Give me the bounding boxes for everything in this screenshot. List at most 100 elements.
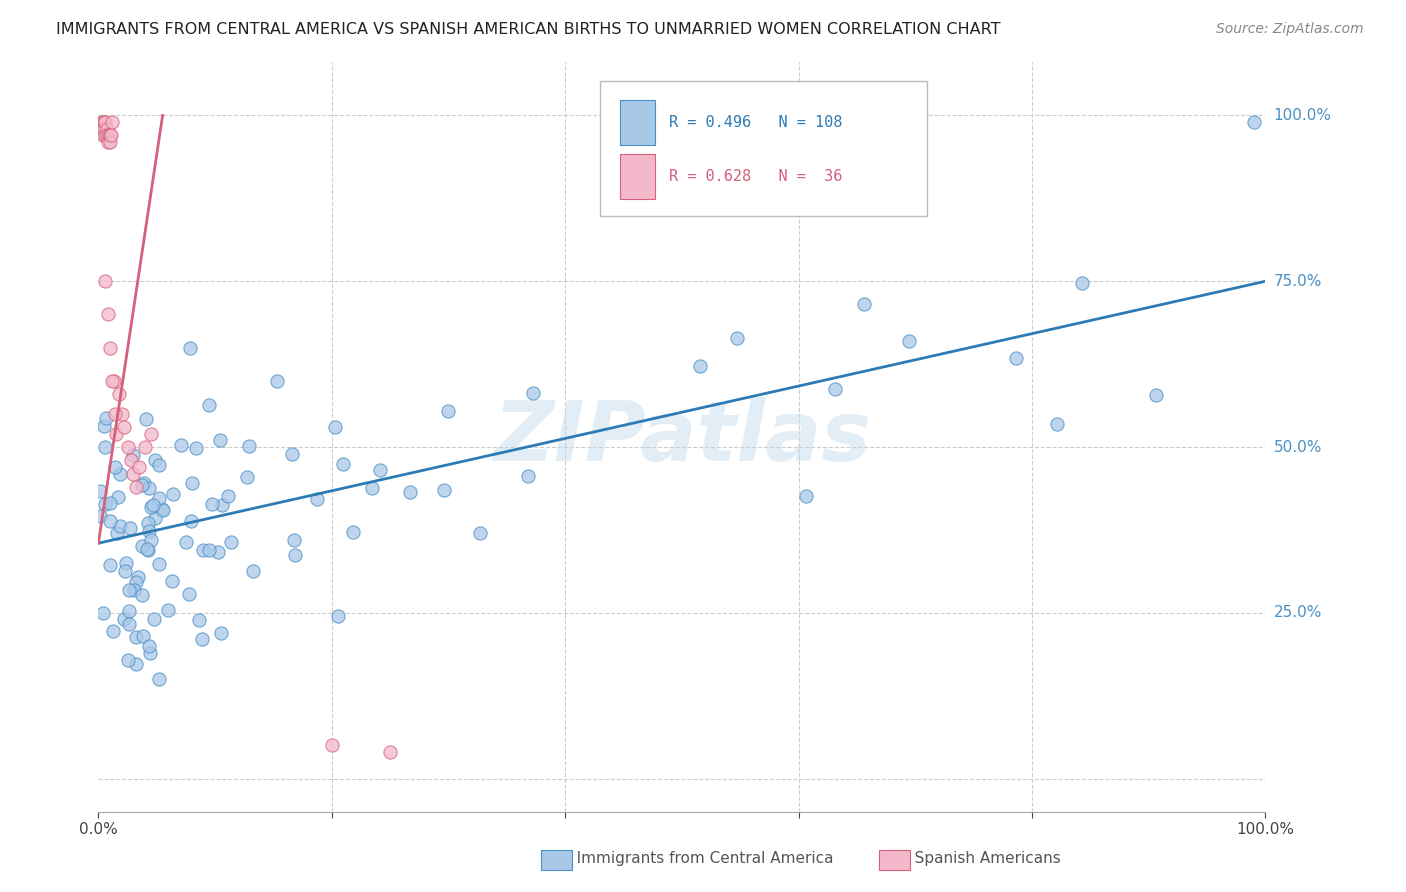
Point [380, 745, 402, 759]
Point [96, 411, 118, 425]
Point [97, 135, 120, 149]
Text: R = 0.628   N =  36: R = 0.628 N = 36 [669, 169, 842, 184]
Point [207, 544, 229, 558]
Point [91, 121, 114, 136]
Point [725, 330, 748, 344]
Point [142, 612, 165, 626]
Point [148, 491, 170, 505]
Point [112, 612, 135, 626]
Point [118, 604, 141, 618]
Point [470, 525, 492, 540]
Point [266, 374, 288, 388]
Point [117, 440, 139, 454]
Point [98, 341, 121, 355]
Point [433, 483, 456, 497]
Point [104, 407, 127, 421]
Point [96, 128, 118, 143]
Point [96, 121, 118, 136]
Point [131, 588, 153, 602]
Point [143, 511, 166, 525]
Point [121, 448, 143, 462]
Point [138, 481, 160, 495]
Point [689, 359, 711, 373]
Point [108, 467, 131, 482]
Point [91, 128, 114, 143]
Point [103, 374, 125, 388]
Point [236, 470, 259, 484]
Point [138, 524, 160, 538]
Point [307, 492, 329, 507]
Point [101, 374, 124, 388]
Point [325, 419, 347, 434]
Point [217, 489, 239, 503]
Point [191, 632, 214, 646]
Point [120, 521, 142, 535]
Point [108, 387, 131, 401]
Text: Immigrants from Central America: Immigrants from Central America [562, 851, 834, 865]
Point [93, 121, 115, 136]
Point [91, 606, 114, 620]
Point [98, 135, 121, 149]
Point [179, 341, 201, 355]
Point [897, 334, 920, 349]
Point [181, 476, 204, 491]
Point [111, 407, 134, 421]
Point [91, 115, 114, 129]
Point [89, 483, 111, 498]
Point [150, 502, 173, 516]
Point [281, 446, 304, 460]
Point [152, 503, 174, 517]
Point [107, 490, 129, 504]
Point [332, 457, 354, 471]
Point [211, 625, 233, 640]
Point [139, 533, 162, 548]
Point [104, 426, 127, 441]
Point [201, 497, 224, 511]
Point [852, 297, 875, 311]
Point [321, 739, 343, 753]
Point [94, 128, 117, 143]
Point [143, 453, 166, 467]
Point [90, 115, 112, 129]
Point [98, 128, 121, 143]
Point [1070, 276, 1092, 290]
Text: Spanish Americans: Spanish Americans [900, 851, 1060, 865]
Point [198, 543, 221, 558]
Point [211, 498, 233, 512]
Point [93, 497, 115, 511]
Point [125, 480, 148, 494]
Point [132, 629, 155, 643]
Point [114, 565, 136, 579]
Point [198, 398, 221, 412]
Point [242, 564, 264, 578]
Point [93, 419, 115, 434]
Point [156, 603, 179, 617]
Point [100, 514, 122, 528]
Point [136, 516, 159, 531]
Point [128, 459, 150, 474]
Text: 50.0%: 50.0% [1274, 440, 1322, 455]
Point [370, 463, 392, 477]
Point [1144, 388, 1167, 402]
Point [132, 475, 155, 490]
Point [97, 307, 120, 321]
Point [180, 514, 202, 528]
Point [342, 525, 364, 540]
Point [516, 469, 538, 483]
Text: 75.0%: 75.0% [1274, 274, 1322, 289]
Point [326, 609, 349, 624]
Point [238, 439, 260, 453]
Point [283, 533, 305, 548]
Point [139, 646, 162, 660]
Point [148, 458, 170, 472]
Point [120, 453, 142, 467]
Bar [620, 153, 655, 199]
Point [436, 404, 458, 418]
Point [135, 411, 157, 425]
Point [174, 535, 197, 549]
Point [98, 496, 121, 510]
Point [89, 508, 111, 523]
Point [115, 556, 138, 570]
Point [127, 570, 149, 584]
Point [94, 274, 117, 288]
